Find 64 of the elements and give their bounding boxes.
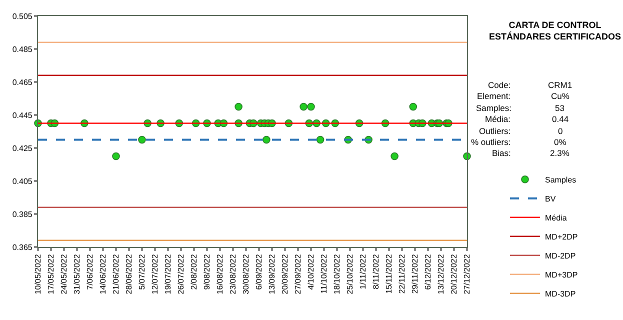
text: Samples: xyxy=(476,103,512,113)
x-tick-label: 12/07/2022 xyxy=(150,254,160,294)
x-tick-label: 6/09/2022 xyxy=(254,254,264,290)
x-tick-label: 15/11/2022 xyxy=(384,254,394,294)
x-tick-label: 23/08/2022 xyxy=(228,254,238,294)
text: Bias: xyxy=(492,148,511,158)
text: Code: xyxy=(488,80,511,90)
x-tick-label: 31/05/2022 xyxy=(72,254,82,294)
x-tick-label: 27/12/2022 xyxy=(462,254,472,294)
x-tick-label: 13/09/2022 xyxy=(268,254,277,294)
y-tick-label: 0.385 xyxy=(12,210,33,219)
x-tick-label: 26/07/2022 xyxy=(176,254,186,294)
x-tick-label: 6/12/2022 xyxy=(424,254,433,290)
text: % outliers: xyxy=(471,137,511,147)
x-tick-label: 17/05/2022 xyxy=(46,254,56,294)
y-tick-label: 0.425 xyxy=(12,144,33,153)
x-tick-label: 30/08/2022 xyxy=(242,254,251,294)
x-tick-label: 19/07/2022 xyxy=(164,254,173,294)
text: CARTA DE CONTROL ESTÁNDARES CERTIFICADOS xyxy=(488,20,622,42)
x-tick-label: 4/10/2022 xyxy=(306,254,316,290)
legend-label: MD-3DP xyxy=(545,290,576,299)
text: 0 xyxy=(558,126,563,136)
x-tick-label: 20/12/2022 xyxy=(450,254,459,294)
y-tick-label: 0.445 xyxy=(12,110,33,120)
x-tick-label: 14/06/2022 xyxy=(98,254,108,294)
x-tick-label: 29/11/2022 xyxy=(410,254,420,294)
legend-label: MD+3DP xyxy=(545,270,578,280)
text: 0% xyxy=(554,137,567,147)
legend-label: MD-2DP xyxy=(545,252,576,261)
legend-label: MD+2DP xyxy=(545,232,578,242)
x-tick-label: 21/06/2022 xyxy=(112,254,121,294)
y-tick-label: 0.505 xyxy=(12,12,33,21)
x-tick-label: 20/09/2022 xyxy=(280,254,290,294)
legend-label: Samples xyxy=(545,176,576,185)
legend-label: Média xyxy=(545,214,568,223)
x-tick-label: 22/11/2022 xyxy=(398,254,407,294)
x-tick-label: 18/10/2022 xyxy=(332,254,342,294)
x-tick-label: 27/09/2022 xyxy=(294,254,303,294)
y-tick-label: 0.465 xyxy=(12,78,33,87)
x-tick-label: 10/05/2022 xyxy=(34,254,43,294)
y-tick-label: 0.405 xyxy=(12,176,33,186)
x-tick-label: 11/10/2022 xyxy=(320,254,329,294)
text: 0.44 xyxy=(552,114,569,124)
x-tick-label: 28/06/2022 xyxy=(124,254,134,294)
text: Element: xyxy=(477,91,511,101)
y-tick-label: 0.485 xyxy=(12,44,33,54)
text: Outliers: xyxy=(479,126,511,136)
text: 2.3% xyxy=(550,148,570,158)
x-tick-label: 8/11/2022 xyxy=(372,254,381,290)
x-tick-label: 24/05/2022 xyxy=(60,254,69,294)
x-tick-label: 16/08/2022 xyxy=(216,254,225,294)
text: CRM1 xyxy=(548,80,572,90)
text: Média: xyxy=(485,114,511,124)
x-tick-label: 13/12/2022 xyxy=(436,254,446,294)
y-tick-label: 0.365 xyxy=(12,242,33,252)
legend-label: BV xyxy=(545,194,556,204)
text: Cu% xyxy=(551,91,570,101)
text: 53 xyxy=(555,103,565,113)
x-tick-label: 2/08/2022 xyxy=(190,254,199,290)
x-tick-label: 9/08/2022 xyxy=(202,254,212,290)
x-tick-label: 7/06/2022 xyxy=(86,254,95,290)
x-tick-label: 1/11/2022 xyxy=(358,254,368,290)
x-tick-label: 5/07/2022 xyxy=(138,254,147,290)
x-tick-label: 25/10/2022 xyxy=(346,254,355,294)
